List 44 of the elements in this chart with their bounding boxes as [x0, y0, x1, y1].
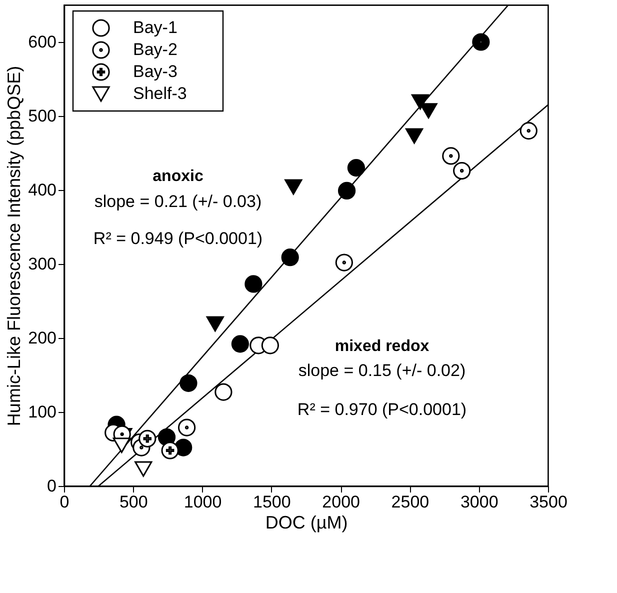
y-tick-label: 200 — [28, 328, 56, 348]
y-tick-label: 0 — [47, 476, 56, 496]
legend-label: Bay-3 — [133, 62, 178, 81]
y-tick-label: 300 — [28, 254, 56, 274]
y-tick-label: 600 — [28, 32, 56, 52]
point — [420, 103, 438, 119]
x-tick-label: 3000 — [460, 492, 498, 512]
point — [178, 418, 196, 436]
point — [472, 33, 490, 51]
annotation: R² = 0.949 (P<0.0001) — [93, 229, 263, 248]
legend-label: Bay-2 — [133, 40, 178, 59]
point — [405, 128, 424, 144]
legend-label: Bay-1 — [133, 18, 178, 37]
x-tick-label: 1000 — [184, 492, 222, 512]
annotation: R² = 0.970 (P<0.0001) — [297, 400, 467, 419]
x-tick-label: 0 — [60, 492, 70, 512]
x-tick-label: 2000 — [322, 492, 360, 512]
point — [520, 122, 538, 140]
point — [453, 162, 471, 180]
annotation: slope = 0.21 (+/- 0.03) — [94, 192, 262, 211]
legend-label: Shelf-3 — [133, 84, 187, 103]
point — [134, 461, 152, 477]
point — [261, 336, 279, 354]
x-tick-label: 500 — [119, 492, 148, 512]
point — [231, 335, 249, 353]
point — [411, 94, 430, 110]
point — [284, 179, 302, 195]
point — [206, 316, 224, 332]
annotation: anoxic — [152, 168, 204, 185]
x-tick-label: 1500 — [253, 492, 291, 512]
y-axis-title: Humic-Like Fluorescence Intensity (ppbQSE) — [4, 66, 24, 426]
y-tick-label: 400 — [28, 180, 56, 200]
y-tick-label: 500 — [28, 106, 56, 126]
point — [244, 275, 262, 293]
point — [442, 147, 460, 165]
point — [214, 383, 232, 401]
x-tick-label: 3500 — [530, 492, 568, 512]
y-tick-label: 100 — [28, 402, 56, 422]
annotation: slope = 0.15 (+/- 0.02) — [298, 361, 466, 380]
point — [335, 254, 353, 272]
annotation: mixed redox — [334, 338, 430, 355]
point — [112, 438, 130, 454]
x-tick-label: 2500 — [391, 492, 430, 512]
x-axis-title: DOC (µM) — [265, 512, 348, 532]
